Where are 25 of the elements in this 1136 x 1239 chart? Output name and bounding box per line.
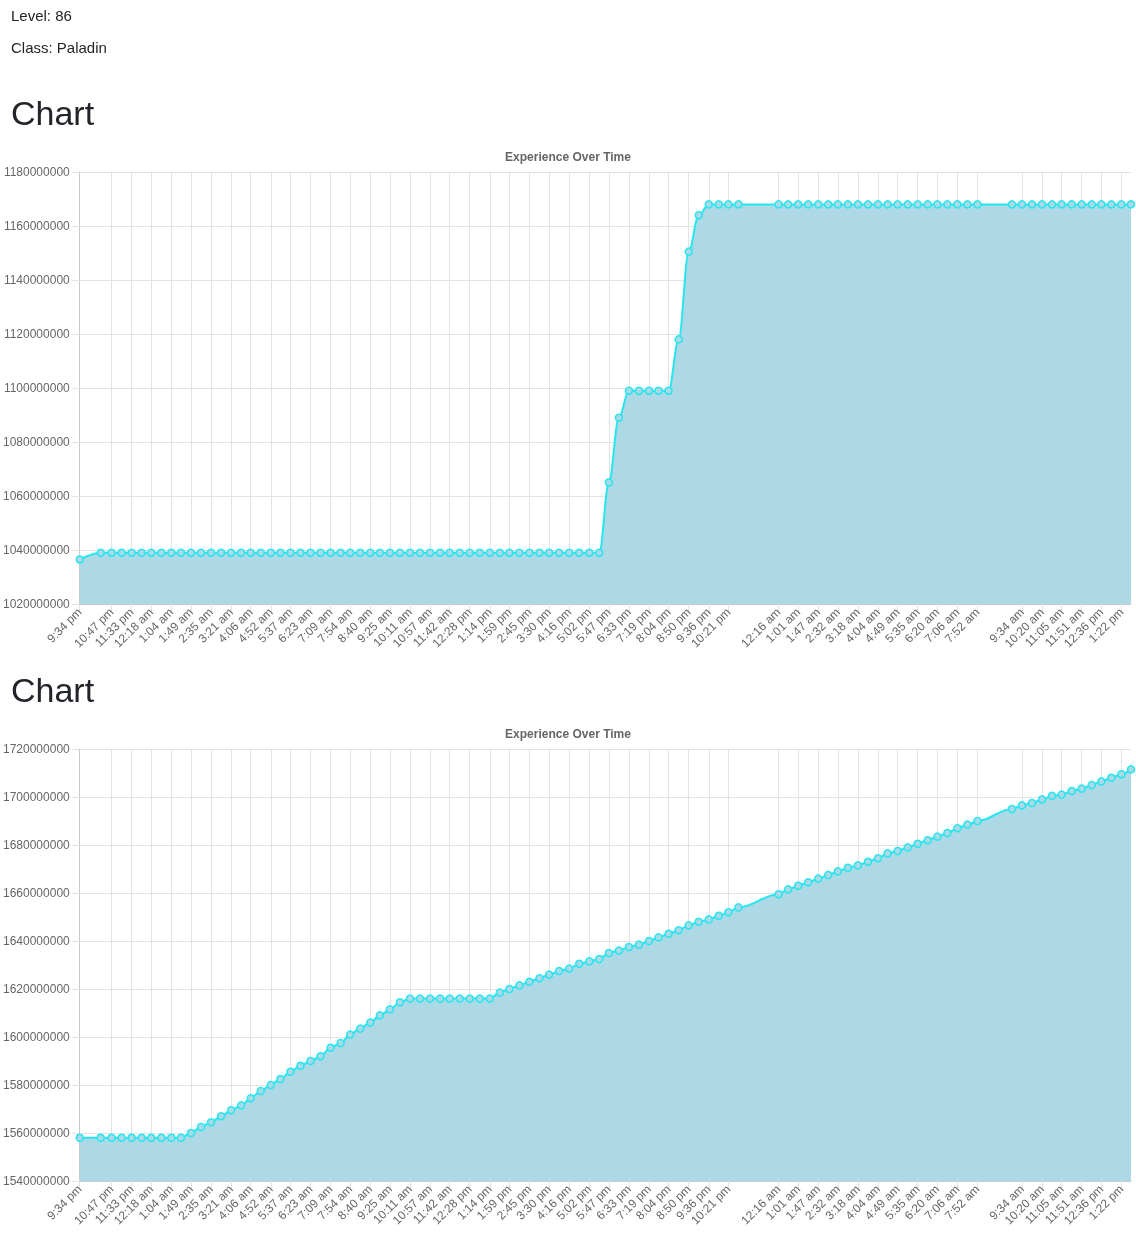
y-tick-label: 1720000000 <box>2 742 71 756</box>
y-tick-label: 1180000000 <box>3 165 71 179</box>
y-tick-label: 1120000000 <box>3 327 71 341</box>
y-tick-label: 1560000000 <box>2 1126 71 1140</box>
y-tick-label: 1100000000 <box>3 381 71 395</box>
text: Level: 86 <box>10 6 73 26</box>
y-tick-label: 1080000000 <box>2 435 71 449</box>
text: Chart <box>10 670 96 710</box>
text: Class: Paladin <box>10 38 108 58</box>
y-tick-label: 1640000000 <box>2 934 71 948</box>
y-tick-label: 1680000000 <box>2 838 71 852</box>
chart-title: Experience Over Time <box>505 727 632 741</box>
y-tick-label: 1020000000 <box>2 597 71 611</box>
y-tick-label: 1620000000 <box>2 982 71 996</box>
y-tick-label: 1660000000 <box>2 886 71 900</box>
y-tick-label: 1600000000 <box>2 1030 71 1044</box>
chart-title: Experience Over Time <box>505 150 632 164</box>
y-tick-label: 1140000000 <box>3 273 71 287</box>
y-tick-label: 1060000000 <box>2 489 71 503</box>
y-tick-label: 1580000000 <box>2 1078 71 1092</box>
y-tick-label: 1540000000 <box>2 1174 71 1188</box>
y-tick-label: 1700000000 <box>2 790 71 804</box>
y-tick-label: 1040000000 <box>2 543 71 557</box>
text: Chart <box>10 93 96 133</box>
y-tick-label: 1160000000 <box>3 219 71 233</box>
